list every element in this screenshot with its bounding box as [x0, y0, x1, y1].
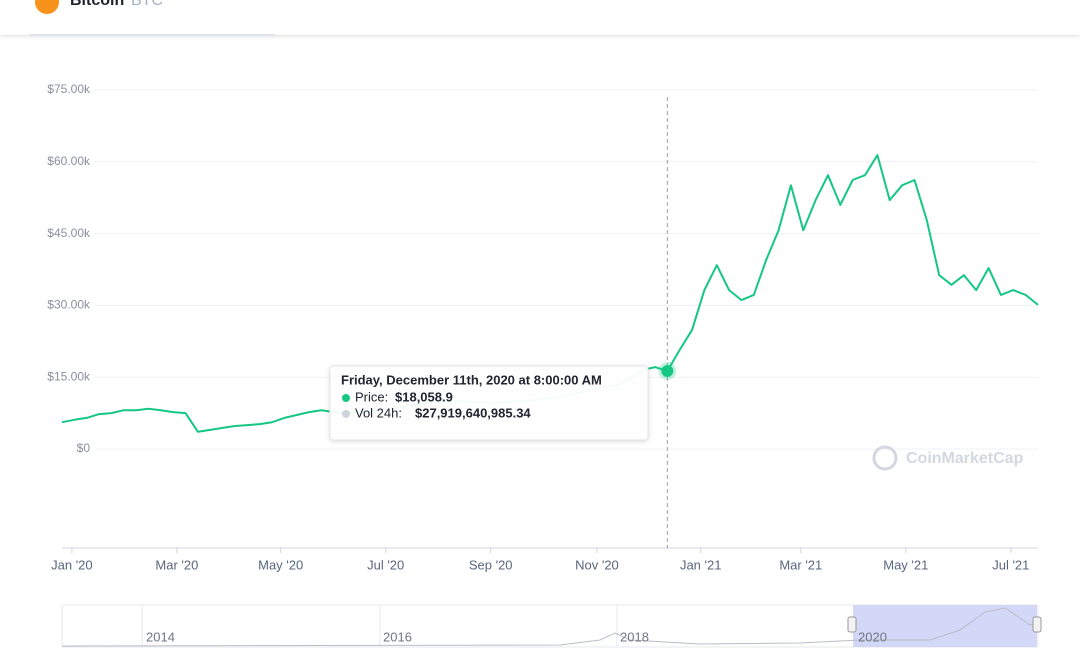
navigator-year: 2020	[858, 629, 887, 644]
plot: $0 $15.00k $30.00k $45.00k $60.00k $75.00k Jan…	[47, 82, 1039, 572]
tooltip-price-label: Price:	[355, 389, 388, 404]
navigator-handle[interactable]	[1032, 616, 1042, 633]
tooltip-dot	[342, 410, 350, 418]
header-bar	[0, 0, 1080, 35]
tooltip-date: Friday, December 11th, 2020 at 8:00:00 A…	[341, 372, 602, 387]
tooltip-volume-label: Vol 24h:	[355, 405, 402, 420]
y-tick-label: $15.00k	[47, 369, 91, 383]
x-tick-label: Jul '21	[992, 557, 1029, 572]
y-tick-label: $75.00k	[47, 82, 91, 96]
tooltip-volume: $27,919,640,985.34	[415, 405, 531, 420]
coin-symbol: BTC	[131, 0, 163, 9]
watermark-text: CoinMarketCap	[906, 450, 1024, 467]
navigator-line	[61, 607, 1039, 647]
x-tick-label: May '21	[883, 557, 928, 572]
x-tick-label: Nov '20	[575, 557, 619, 572]
navigator: 2014 2016 2018 2020	[61, 604, 1042, 648]
x-tick-label: Jan '21	[680, 557, 722, 572]
tooltip-price: $18,058.9	[395, 389, 453, 404]
navigator-handle[interactable]	[847, 616, 857, 633]
x-tick-label: Mar '20	[155, 557, 198, 572]
x-tick-label: Jan '20	[51, 557, 93, 572]
x-tick-label: Sep '20	[469, 557, 513, 572]
navigator-year: 2016	[383, 629, 412, 644]
y-tick-label: $30.00k	[47, 298, 91, 312]
x-tick-label: Jul '20	[367, 557, 404, 572]
coin-icon	[35, 0, 59, 14]
tooltip-box	[329, 365, 649, 441]
y-tick-label: $60.00k	[47, 154, 91, 168]
x-tick-label: May '20	[258, 557, 303, 572]
hover-point	[661, 364, 674, 377]
tooltip: Friday, December 11th, 2020 at 8:00:00 A…	[329, 365, 649, 441]
tooltip-dot	[342, 394, 350, 402]
navigator-year: 2018	[620, 629, 649, 644]
coin-name: Bitcoin	[70, 0, 124, 9]
navigator-year: 2014	[146, 629, 175, 644]
y-tick-label: $0	[77, 441, 91, 455]
watermark: CoinMarketCap	[872, 445, 1024, 471]
watermark-logo	[872, 445, 898, 471]
y-tick-label: $45.00k	[47, 226, 91, 240]
x-tick-label: Mar '21	[779, 557, 822, 572]
